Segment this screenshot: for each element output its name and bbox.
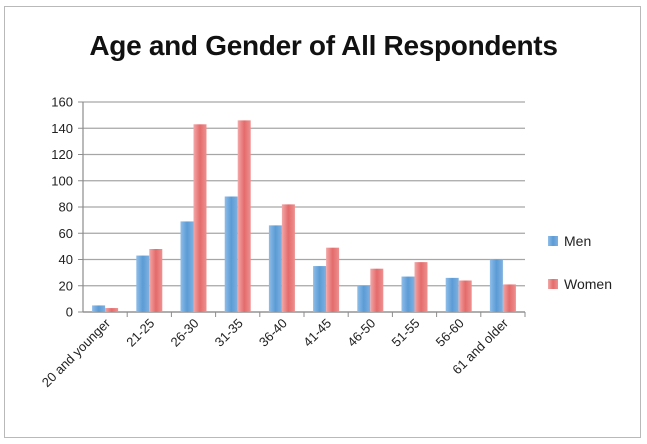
bar-women bbox=[237, 120, 251, 312]
bar-men bbox=[357, 285, 371, 312]
bar-men bbox=[180, 221, 194, 312]
x-tick-label: 46-50 bbox=[344, 316, 378, 350]
legend: Men Women bbox=[548, 233, 612, 292]
bar-men bbox=[489, 259, 503, 312]
y-tick-label: 160 bbox=[51, 95, 73, 110]
chart-title: Age and Gender of All Respondents bbox=[89, 30, 558, 61]
x-tick-label: 21-25 bbox=[123, 316, 157, 350]
bar-women bbox=[281, 204, 295, 312]
bar-women bbox=[502, 284, 516, 312]
x-tick-label: 31-35 bbox=[212, 316, 246, 350]
legend-swatch-women bbox=[548, 279, 558, 289]
y-tick-label: 120 bbox=[51, 147, 73, 162]
bar-women bbox=[193, 124, 207, 312]
bar-men bbox=[268, 225, 282, 312]
y-tick-label: 100 bbox=[51, 173, 73, 188]
bar-men bbox=[445, 277, 459, 312]
y-tick-label: 40 bbox=[59, 252, 73, 267]
y-tick-label: 80 bbox=[59, 200, 73, 215]
x-tick-label: 41-45 bbox=[300, 316, 334, 350]
bars bbox=[92, 120, 516, 312]
bar-women bbox=[414, 262, 428, 312]
bar-women bbox=[370, 268, 384, 312]
bar-women bbox=[326, 247, 340, 312]
x-tick-label: 20 and younger bbox=[39, 315, 114, 390]
bar-men bbox=[401, 276, 415, 312]
chart-frame bbox=[4, 6, 641, 438]
bar-men bbox=[313, 266, 327, 312]
bar-men bbox=[92, 305, 106, 312]
x-tick-label: 36-40 bbox=[256, 316, 290, 350]
bar-men bbox=[136, 255, 150, 312]
bar-women bbox=[105, 308, 119, 312]
x-tick-label: 56-60 bbox=[433, 316, 467, 350]
y-tick-label: 20 bbox=[59, 278, 73, 293]
bar-women bbox=[458, 280, 472, 312]
bar-women bbox=[149, 249, 163, 312]
x-tick-label: 26-30 bbox=[168, 316, 202, 350]
y-tick-label: 60 bbox=[59, 226, 73, 241]
legend-label-men: Men bbox=[564, 233, 591, 249]
bar-men bbox=[224, 196, 238, 312]
legend-label-women: Women bbox=[564, 276, 612, 292]
legend-swatch-men bbox=[548, 236, 558, 246]
x-tick-label: 51-55 bbox=[389, 316, 423, 350]
y-tick-label: 0 bbox=[66, 305, 73, 320]
y-tick-label: 140 bbox=[51, 121, 73, 136]
